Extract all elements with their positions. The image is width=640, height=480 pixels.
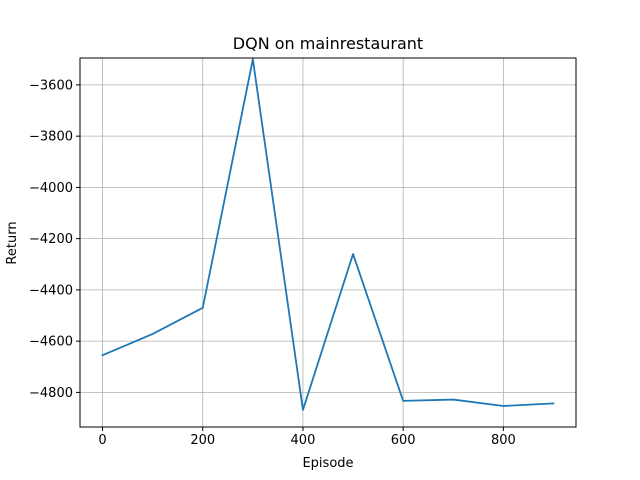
series-line [101,58,555,411]
y-axis-ticks: −4800 −4600 −4400 −4200 −4000 −3800 −3600 [29,78,80,401]
x-tick-label: 400 [291,433,316,448]
x-tick-label: 200 [190,433,215,448]
y-tick-label: −4800 [29,386,73,401]
y-tick-label: −3800 [29,130,73,145]
x-tick-label: 600 [391,433,416,448]
y-tick-label: −4200 [29,232,73,247]
y-tick-label: −4600 [29,335,73,350]
x-axis-ticks: 0 200 400 600 800 [98,427,516,448]
series-layer [101,58,555,411]
y-tick-label: −4400 [29,283,73,298]
grid [80,58,576,427]
y-tick-label: −4000 [29,181,73,196]
plot-frame [79,57,577,428]
chart-title: DQN on mainrestaurant [233,34,423,53]
x-tick-label: 0 [98,433,106,448]
x-tick-label: 800 [491,433,516,448]
x-axis-label: Episode [302,456,353,471]
y-tick-label: −3600 [29,78,73,93]
y-axis-label: Return [5,221,20,264]
